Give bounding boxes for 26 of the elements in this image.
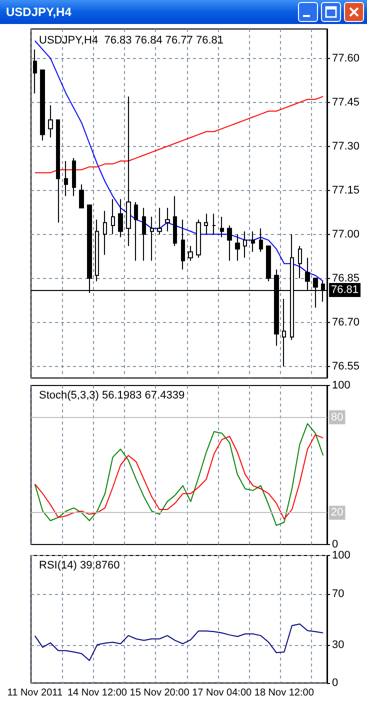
x-tick-label: 15 Nov 20:00 [130,688,190,698]
x-tick-label: 17 Nov 04:00 [192,688,252,698]
y-tick-label: 76.85 [332,272,360,284]
y-tick-label: 0 [332,538,338,550]
chart-title: USDJPY,H4 [6,4,72,21]
y-tick-label: 100 [332,550,350,562]
text: USDJPY,H4 76.83 76.84 76.77 76.81 [39,34,224,46]
chart-title: RSI(14) 39.8760 [39,560,120,572]
y-tick-label: 76.70 [332,316,360,328]
y-tick-label: 77.45 [332,96,360,108]
ref-line-label: 80 [331,411,344,424]
y-tick-label: 70 [332,588,344,600]
ref-line-label: 20 [331,506,344,519]
y-tick-label: 30 [332,638,344,651]
y-tick-label: 77.15 [332,184,360,196]
y-tick-label: 77.00 [332,228,360,240]
ref-line-label: 76.81 [331,284,359,296]
x-tick-label: 11 Nov 2011 [7,688,63,698]
y-tick-label: 76.55 [332,360,360,372]
y-tick-label: 77.30 [332,140,360,152]
y-tick-label: 0 [332,677,338,689]
y-tick-label: 77.60 [332,52,360,64]
x-tick-label: 18 Nov 12:00 [254,688,314,698]
chart-title: Stoch(5,3,3) 56.1983 67.4339 [39,390,185,402]
y-tick-label: 100 [332,380,350,392]
x-tick-label: 14 Nov 12:00 [67,688,128,698]
